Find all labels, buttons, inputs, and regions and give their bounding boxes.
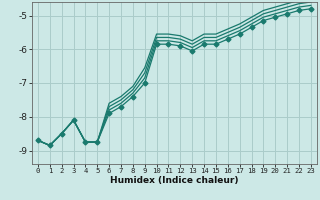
X-axis label: Humidex (Indice chaleur): Humidex (Indice chaleur) [110,176,239,185]
